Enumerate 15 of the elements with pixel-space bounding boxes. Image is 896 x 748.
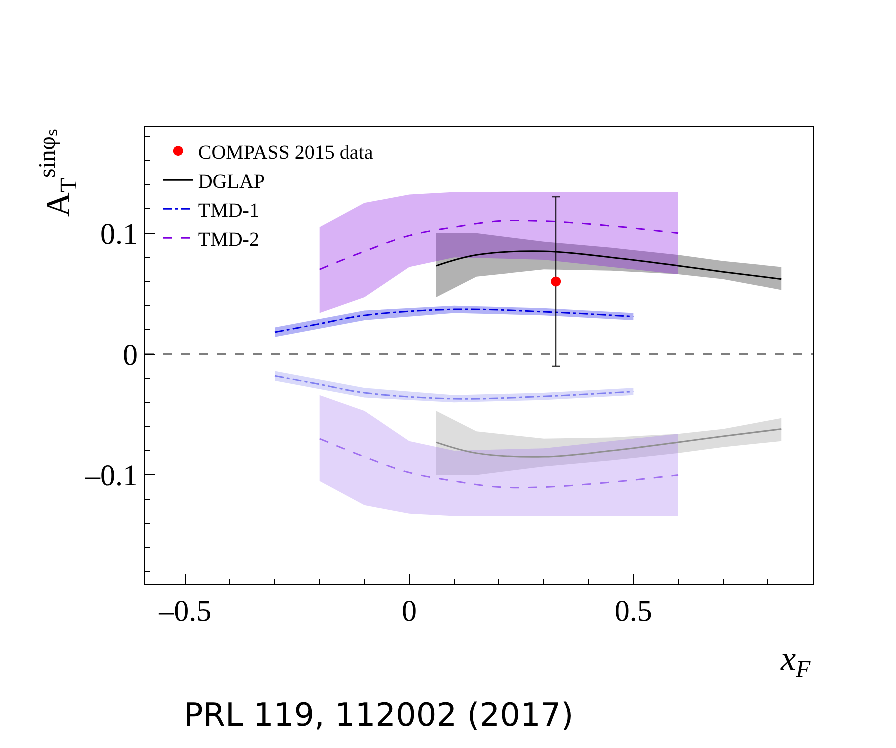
- line-series: [319, 438, 680, 489]
- y-tick-label: 0: [123, 338, 138, 372]
- x-tick-label: 0.5: [614, 595, 652, 628]
- x-axis-title: x$_{F}$: [780, 641, 812, 684]
- legend-label: TMD-1: [198, 200, 260, 222]
- x-tick-label: 0: [402, 595, 418, 628]
- text: PRL 119, 112002 (2017): [184, 696, 574, 734]
- line-series: [319, 220, 680, 270]
- legend-label: TMD-2: [198, 228, 260, 251]
- x-tick-label: –0.5: [158, 595, 212, 628]
- legend-label: DGLAP: [198, 170, 266, 193]
- y-tick-label: 0.1: [100, 218, 138, 251]
- y-tick-label: –0.1: [84, 460, 138, 493]
- legend-label: COMPASS 2015 data: [198, 142, 374, 164]
- line-series: [436, 428, 782, 458]
